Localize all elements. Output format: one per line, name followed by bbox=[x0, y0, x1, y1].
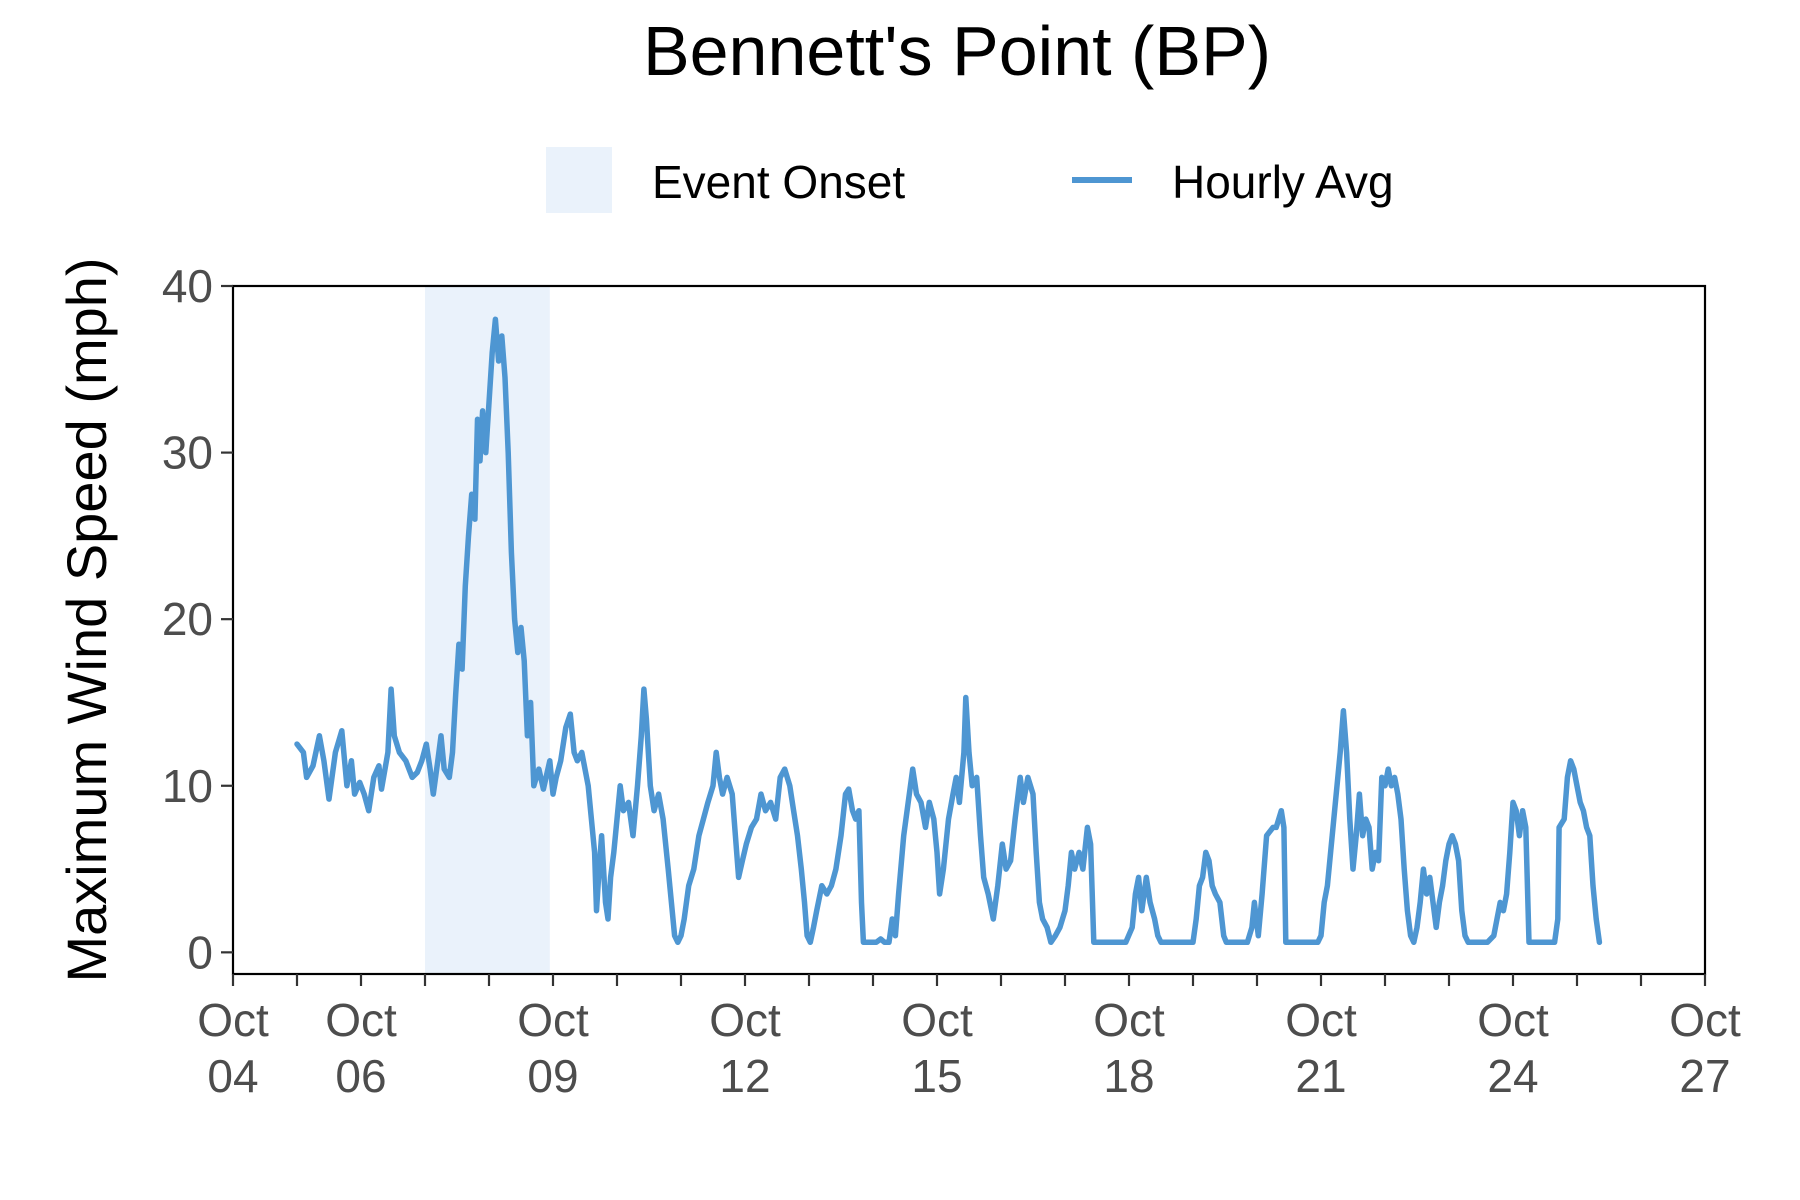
x-tick-label-month: Oct bbox=[1093, 994, 1165, 1046]
x-tick-label-month: Oct bbox=[1285, 994, 1357, 1046]
y-tick-label: 20 bbox=[162, 593, 213, 645]
x-tick-label: Oct 27 bbox=[1669, 994, 1741, 1102]
y-axis-label: Maximum Wind Speed (mph) bbox=[55, 257, 118, 982]
x-tick-label-month: Oct bbox=[517, 994, 589, 1046]
x-tick-label: Oct 21 bbox=[1285, 994, 1357, 1102]
x-tick-label-day: 24 bbox=[1487, 1050, 1538, 1102]
x-tick-label: Oct 18 bbox=[1093, 994, 1165, 1102]
y-tick-label: 40 bbox=[162, 260, 213, 312]
x-tick-label: Oct 12 bbox=[709, 994, 781, 1102]
x-tick-label: Oct 04 bbox=[197, 994, 269, 1102]
x-tick-label-day: 27 bbox=[1679, 1050, 1730, 1102]
plot-area bbox=[231, 284, 1707, 976]
x-tick-label-month: Oct bbox=[901, 994, 973, 1046]
legend: Event Onset Hourly Avg bbox=[546, 147, 1394, 213]
x-tick-label-month: Oct bbox=[197, 994, 269, 1046]
y-axis: 0 10 20 30 40 bbox=[162, 260, 233, 978]
x-tick-label-day: 09 bbox=[527, 1050, 578, 1102]
legend-event-swatch bbox=[546, 147, 612, 213]
y-tick-label: 30 bbox=[162, 427, 213, 479]
x-tick-label-day: 21 bbox=[1295, 1050, 1346, 1102]
chart-title: Bennett's Point (BP) bbox=[643, 12, 1271, 90]
x-tick-label-day: 06 bbox=[335, 1050, 386, 1102]
x-tick-label-month: Oct bbox=[1669, 994, 1741, 1046]
x-tick-label-day: 18 bbox=[1103, 1050, 1154, 1102]
x-tick-label-month: Oct bbox=[1477, 994, 1549, 1046]
x-tick-label: Oct 09 bbox=[517, 994, 589, 1102]
y-tick-label: 10 bbox=[162, 760, 213, 812]
legend-line-label: Hourly Avg bbox=[1172, 156, 1394, 208]
series-line-0 bbox=[294, 316, 1603, 946]
plot-border bbox=[231, 284, 1707, 976]
x-tick-label: Oct 06 bbox=[325, 994, 397, 1102]
x-tick-label: Oct 24 bbox=[1477, 994, 1549, 1102]
x-tick-label-month: Oct bbox=[325, 994, 397, 1046]
legend-event-label: Event Onset bbox=[652, 156, 905, 208]
x-tick-label: Oct 15 bbox=[901, 994, 973, 1102]
y-tick-label: 0 bbox=[187, 926, 213, 978]
x-tick-label-day: 04 bbox=[207, 1050, 258, 1102]
x-tick-label-month: Oct bbox=[709, 994, 781, 1046]
x-tick-label-day: 15 bbox=[911, 1050, 962, 1102]
x-tick-label-day: 12 bbox=[719, 1050, 770, 1102]
